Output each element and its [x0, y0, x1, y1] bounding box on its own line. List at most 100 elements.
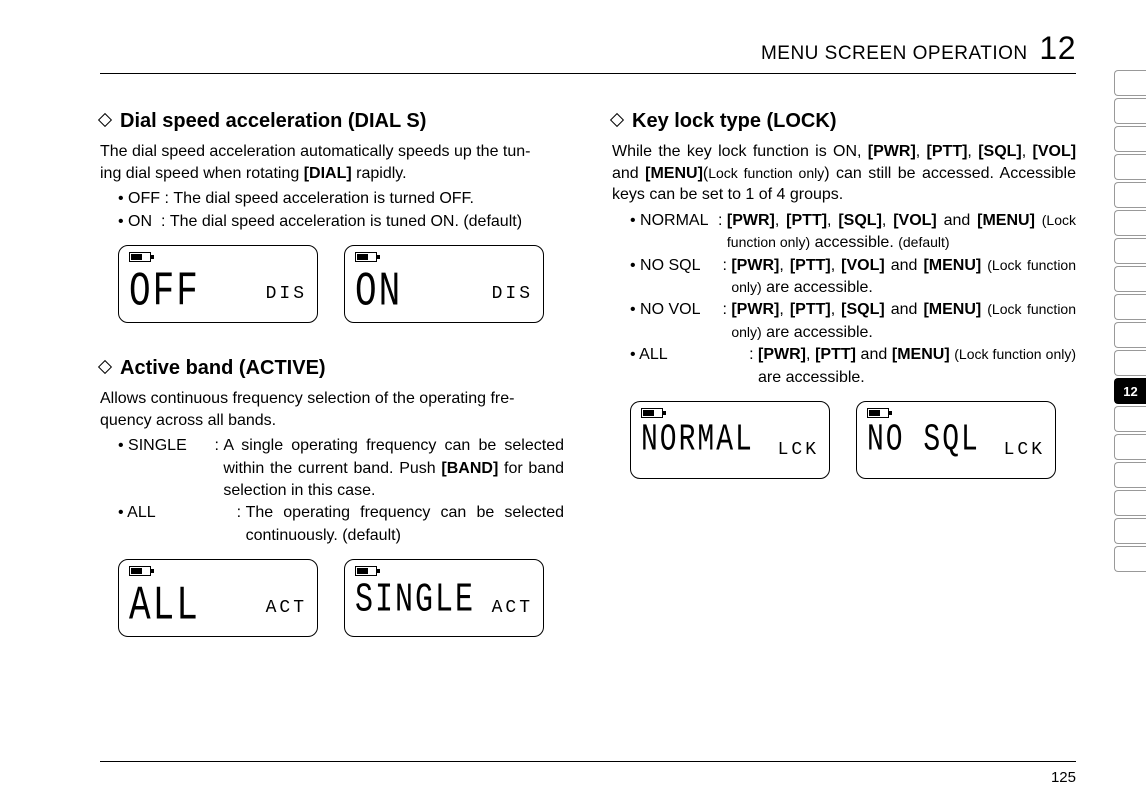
k: [PWR] [731, 257, 779, 274]
t: and [937, 212, 977, 229]
k: [VOL] [1033, 143, 1077, 160]
side-tab [1114, 322, 1146, 348]
sep: : [160, 188, 173, 210]
k: [MENU] [892, 346, 950, 363]
lcd-display: ON DIS [344, 245, 544, 323]
option-row: • SINGLE : A single operating frequency … [118, 435, 564, 502]
key-dial: [DIAL] [304, 165, 352, 182]
t: quency across all bands. [100, 412, 276, 429]
lcd-small: LCK [1004, 440, 1045, 466]
diamond-icon [98, 113, 112, 127]
k: [SQL] [838, 212, 882, 229]
side-tab [1114, 434, 1146, 460]
t: are accessible. [762, 324, 873, 341]
lcd-display: OFF DIS [118, 245, 318, 323]
intro-text: Allows continuous frequency selection of… [100, 388, 564, 431]
sep: : [210, 435, 223, 502]
lcd-big: NORMAL [641, 420, 754, 462]
option-list: • SINGLE : A single operating frequency … [118, 435, 564, 547]
side-tab [1114, 126, 1146, 152]
t: , [831, 257, 841, 274]
opt-val: [PWR], [PTT], [VOL] and [MENU] (Lock fun… [731, 255, 1076, 300]
k: [MENU] [645, 165, 703, 182]
t: , [831, 301, 841, 318]
battery-icon [641, 408, 663, 418]
t: accessible. [810, 234, 898, 251]
k: [PWR] [868, 143, 916, 160]
lcd-small: ACT [266, 598, 307, 624]
footer-rule [100, 761, 1076, 762]
sep: : [718, 344, 758, 389]
k: [VOL] [841, 257, 885, 274]
k: [PTT] [927, 143, 968, 160]
option-row: • OFF : The dial speed acceleration is t… [118, 188, 564, 210]
section-lock: Key lock type (LOCK) While the key lock … [612, 110, 1076, 479]
opt-val: The dial speed acceleration is turned OF… [173, 188, 564, 210]
battery-icon [129, 566, 151, 576]
lcd-row: OFF DIS ON DIS [118, 245, 564, 323]
section-title: Active band (ACTIVE) [100, 357, 564, 380]
side-tab [1114, 294, 1146, 320]
t: (default) [898, 234, 949, 250]
side-tab: 12 [1114, 378, 1146, 404]
battery-icon [867, 408, 889, 418]
intro-text: The dial speed acceleration automaticall… [100, 141, 564, 184]
t: The operating frequency can be selected … [246, 504, 564, 543]
t: , [779, 257, 789, 274]
k: [PTT] [786, 212, 827, 229]
opt-key: • ALL [118, 502, 210, 547]
lcd-display: NORMAL LCK [630, 401, 830, 479]
k: [SQL] [978, 143, 1022, 160]
lcd-display: SINGLE ACT [344, 559, 544, 637]
key-band: [BAND] [441, 460, 498, 477]
side-tab [1114, 490, 1146, 516]
side-tab [1114, 518, 1146, 544]
side-tab [1114, 266, 1146, 292]
lcd-small: LCK [778, 440, 819, 466]
page-number: 125 [1051, 769, 1076, 786]
side-tab [1114, 210, 1146, 236]
side-tab [1114, 238, 1146, 264]
content-columns: Dial speed acceleration (DIAL S) The dia… [100, 110, 1076, 663]
opt-key: • ALL [630, 344, 718, 389]
side-tab [1114, 154, 1146, 180]
title-text: Key lock type (LOCK) [632, 110, 836, 132]
side-tab [1114, 406, 1146, 432]
k: [PWR] [731, 301, 779, 318]
k: [PTT] [815, 346, 856, 363]
lcd-small: ACT [492, 598, 533, 624]
k: [SQL] [841, 301, 885, 318]
t: , [806, 346, 815, 363]
sep: : [718, 299, 731, 344]
k: [MENU] [923, 257, 981, 274]
t: Lock function only [708, 165, 824, 181]
page-header: MENU SCREEN OPERATION 12 [100, 30, 1076, 67]
lcd-small: DIS [266, 284, 307, 310]
t: are accessible. [758, 369, 865, 386]
side-tab [1114, 182, 1146, 208]
option-row: • ALL : The operating frequency can be s… [118, 502, 564, 547]
side-tab [1114, 350, 1146, 376]
option-row: • ALL : [PWR], [PTT] and [MENU] (Lock fu… [630, 344, 1076, 389]
left-column: Dial speed acceleration (DIAL S) The dia… [100, 110, 564, 663]
t: Allows continuous frequency selection of… [100, 390, 514, 407]
sep: : [210, 502, 246, 547]
t: and [885, 301, 924, 318]
lcd-display: ALL ACT [118, 559, 318, 637]
side-tab [1114, 462, 1146, 488]
k: [PWR] [727, 212, 775, 229]
diamond-icon [98, 360, 112, 374]
lcd-display: NO SQL LCK [856, 401, 1056, 479]
t: The dial speed acceleration automaticall… [100, 143, 530, 160]
opt-val: The operating frequency can be selected … [246, 502, 564, 547]
opt-key: • NO VOL [630, 299, 718, 344]
t: and [612, 165, 645, 182]
diamond-icon [610, 113, 624, 127]
sep: : [152, 211, 170, 233]
sep: : [718, 210, 727, 255]
option-list: • OFF : The dial speed acceleration is t… [118, 188, 564, 233]
opt-key: • ON [118, 211, 152, 233]
lcd-big: ON [355, 264, 402, 319]
opt-val: [PWR], [PTT] and [MENU] (Lock function o… [758, 344, 1076, 389]
battery-icon [129, 252, 151, 262]
